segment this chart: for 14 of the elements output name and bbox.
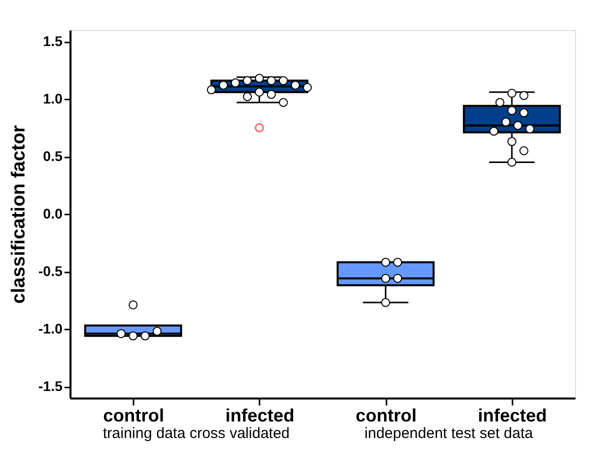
text: independent test set data <box>364 425 534 442</box>
y-tick-label: 1.5 <box>43 33 63 49</box>
x-tick-label: infected <box>478 406 547 426</box>
y-axis-title: classification factor <box>8 124 30 304</box>
y-tick-label: -0.5 <box>38 263 63 279</box>
x-tick-label: infected <box>225 406 294 426</box>
y-tick-label: 1.0 <box>43 90 63 106</box>
y-tick-label: 0.5 <box>43 148 63 164</box>
y-tick-label: -1.5 <box>38 378 63 394</box>
y-tick-label: -1.0 <box>38 320 63 336</box>
text: training data cross validated <box>102 425 290 442</box>
x-tick-label: control <box>356 406 417 426</box>
x-tick-label: control <box>103 406 164 426</box>
y-tick-label: 0.0 <box>43 206 63 222</box>
